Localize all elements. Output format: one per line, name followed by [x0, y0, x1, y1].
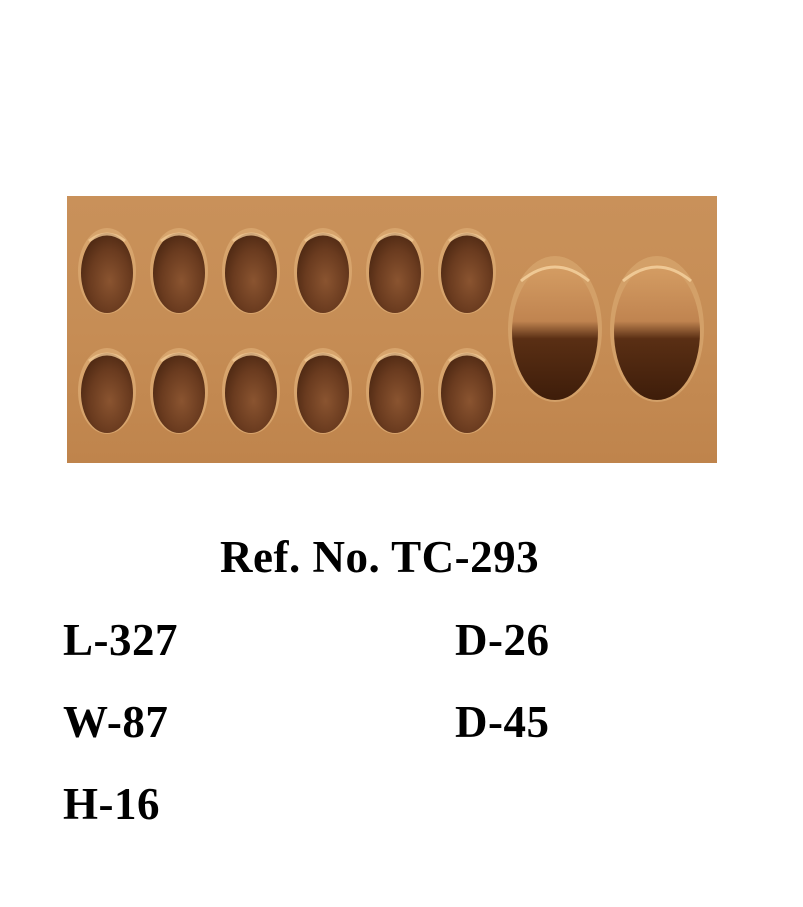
mould-image [67, 196, 717, 463]
width-spec: W-87 [63, 697, 169, 747]
large-cavity [610, 256, 704, 402]
large-cavity-diameter-spec: D-45 [455, 697, 550, 747]
small-cavity [366, 228, 424, 314]
small-cavity [366, 348, 424, 434]
small-cavity [150, 228, 208, 314]
small-cavity [150, 348, 208, 434]
small-cavity-diameter-spec: D-26 [455, 615, 550, 665]
small-cavity [222, 228, 280, 314]
small-cavity [294, 228, 352, 314]
small-cavity [294, 348, 352, 434]
reference-number: Ref. No. TC-293 [220, 532, 540, 582]
small-cavity [78, 228, 136, 314]
mould-photo [67, 196, 717, 463]
small-cavity [438, 348, 496, 434]
small-cavity [438, 228, 496, 314]
large-cavity [508, 256, 602, 402]
small-cavity [78, 348, 136, 434]
height-spec: H-16 [63, 779, 160, 829]
small-cavity [222, 348, 280, 434]
length-spec: L-327 [63, 615, 178, 665]
